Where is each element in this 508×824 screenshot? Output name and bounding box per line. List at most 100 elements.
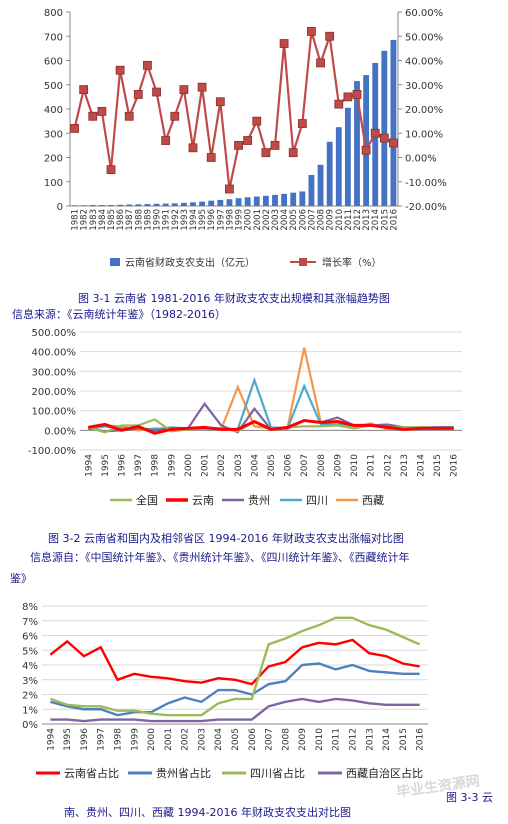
x-tick-label: 1999: [130, 728, 140, 751]
x-tick-label: 2001: [164, 728, 174, 751]
y-tick-label: 400.00%: [32, 348, 77, 359]
x-tick-label: 2000: [147, 728, 157, 751]
x-tick-label: 1996: [118, 454, 128, 477]
series-line-guizhou: [50, 662, 420, 717]
chart-1-spending-and-growth: 0 100 200 300 400 500 600 700 800 -20.00% -10.00% 0…: [44, 8, 447, 269]
growth-point: [279, 39, 289, 48]
growth-point: [316, 58, 325, 68]
x-tick-label: 1994: [46, 728, 56, 751]
x-tick-label: 2000: [244, 209, 254, 231]
legend-label-tibet: 西藏自治区占比: [346, 766, 423, 780]
bar: [281, 193, 288, 206]
legend-label-guizhou: 贵州: [248, 494, 270, 507]
growth-point: [115, 65, 125, 75]
bar: [180, 202, 187, 206]
bar: [190, 202, 196, 206]
bar: [262, 195, 269, 206]
x-tick-label: 1999: [235, 209, 245, 231]
x-tick-label: 2010: [315, 728, 325, 751]
y-right-tick-label: 10.00%: [405, 129, 443, 140]
series-line-tibet: [50, 697, 420, 723]
y-tick-label: 6%: [22, 632, 38, 643]
growth-point: [188, 143, 198, 153]
x-tick-label: 1995: [198, 209, 208, 231]
x-tick-label: 2011: [367, 454, 377, 477]
legend-label-yunnan: 云南: [192, 494, 214, 507]
y-tick-label: 200.00%: [32, 387, 77, 398]
growth-point: [343, 92, 353, 102]
y-tick-label: 1%: [22, 705, 38, 716]
x-tick-label: 1994: [84, 454, 94, 477]
legend-label-growth: 增长率（%）: [322, 256, 382, 269]
x-tick-label: 1987: [125, 209, 135, 231]
x-tick-label: 2007: [265, 728, 275, 751]
x-tick-label: 2010: [335, 209, 345, 231]
legend-label-yunnan: 云南省占比: [64, 766, 119, 780]
x-tick-label: 2006: [284, 454, 294, 477]
growth-point: [161, 136, 171, 145]
bar: [390, 39, 397, 207]
y-tick-label: 500.00%: [32, 328, 77, 339]
x-tick-label: 2003: [271, 209, 281, 231]
bar: [171, 203, 178, 206]
growth-point: [215, 97, 225, 107]
y-left-tick-label: 800: [44, 8, 63, 19]
growth-point: [389, 138, 398, 148]
figure-3-2-source-line2: 鉴》: [10, 572, 32, 585]
x-tick-label: 2009: [333, 454, 343, 477]
growth-point: [70, 124, 79, 133]
x-tick-label: 2009: [298, 728, 308, 751]
x-tick-label: 2014: [416, 454, 426, 477]
series-line-tibet: [88, 347, 454, 432]
growth-point: [124, 111, 134, 121]
series-line-sichuan: [88, 376, 454, 431]
x-tick-label: 2002: [181, 728, 191, 751]
x-tick-label: 1994: [189, 209, 199, 231]
growth-point: [243, 136, 253, 145]
x-tick-label: 2002: [217, 454, 227, 477]
growth-point: [143, 60, 152, 70]
bar: [208, 200, 215, 206]
x-tick-label: 2011: [344, 209, 354, 231]
bar: [162, 203, 169, 206]
growth-point: [206, 153, 216, 162]
x-tick-label: 2003: [234, 454, 244, 477]
bar: [217, 199, 224, 206]
x-tick-label: 2015: [433, 454, 443, 477]
y-left-tick-label: 0: [57, 202, 63, 213]
x-tick-label: 2005: [267, 454, 277, 477]
y-tick-label: 300.00%: [32, 367, 77, 378]
bar: [226, 199, 233, 206]
growth-point: [225, 184, 234, 194]
bar: [363, 75, 370, 206]
x-tick-label: 2013: [365, 728, 375, 751]
y-left-tick-label: 400: [44, 105, 63, 116]
x-tick-label: 1982: [80, 209, 90, 231]
y-right-tick-label: 30.00%: [405, 81, 443, 92]
x-tick-label: 2012: [353, 209, 363, 231]
x-tick-label: 2007: [307, 209, 317, 231]
growth-point: [325, 31, 335, 41]
bar: [326, 141, 333, 206]
x-tick-label: 2001: [253, 209, 263, 231]
figure-3-2-source-line1: 信息源自：《中国统计年鉴》、《贵州统计年鉴》、《四川统计年鉴》、《西藏统计年: [30, 551, 410, 564]
y-left-tick-label: 100: [44, 178, 63, 189]
x-tick-label: 2012: [383, 454, 393, 477]
x-tick-label: 2016: [450, 454, 460, 477]
y-left-tick-label: 600: [44, 57, 63, 68]
x-tick-label: 2005: [289, 209, 299, 231]
growth-point: [170, 111, 180, 121]
x-tick-label: 2008: [317, 209, 327, 231]
x-tick-label: 2010: [350, 454, 360, 477]
bar: [89, 205, 96, 206]
x-tick-label: 2014: [371, 209, 381, 231]
growth-point: [179, 85, 189, 94]
y-right-tick-label: -20.00%: [405, 202, 447, 213]
growth-point: [133, 90, 143, 99]
y-right-tick-label: -10.00%: [405, 178, 447, 189]
legend-label-sichuan: 四川省占比: [250, 766, 305, 780]
bar: [135, 204, 142, 206]
x-tick-label: 1995: [101, 454, 111, 477]
y-right-tick-label: 0.00%: [405, 154, 437, 165]
y-left-tick-label: 300: [44, 129, 63, 140]
